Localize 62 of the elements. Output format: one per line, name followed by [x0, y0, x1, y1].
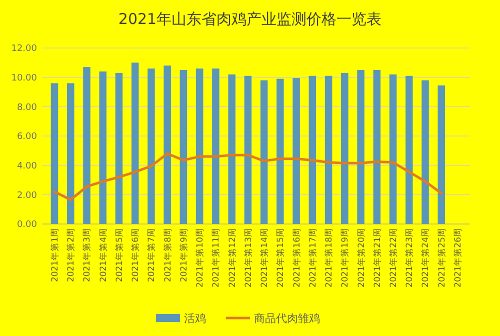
bar [373, 70, 381, 224]
x-tick-label: 2021年第14周 [259, 228, 270, 288]
x-tick-label: 2021年第13周 [242, 228, 254, 288]
x-tick-label: 2021年第11周 [210, 228, 222, 288]
bar [66, 83, 74, 224]
x-tick-label: 2021年第12周 [226, 228, 238, 288]
bar [180, 70, 188, 224]
bar [438, 85, 446, 224]
bar [115, 72, 123, 224]
x-tick-label: 2021年第17周 [307, 228, 318, 288]
x-tick-label: 2021年第3周 [82, 228, 93, 282]
x-tick-label: 2021年第26周 [452, 228, 464, 288]
bar [389, 74, 397, 224]
x-tick-label: 2021年第23周 [404, 228, 416, 288]
x-tick-label: 2021年第19周 [340, 228, 351, 288]
x-tick-label: 2021年第25周 [436, 228, 448, 288]
y-tick-label: 12.00 [11, 44, 38, 54]
bar [196, 68, 204, 224]
x-tick-label: 2021年第9周 [178, 228, 190, 282]
x-tick-label: 2021年第24周 [420, 228, 432, 288]
x-tick-label: 2021年第5周 [114, 228, 125, 282]
legend-label: 活鸡 [184, 312, 206, 325]
x-tick-label: 2021年第1周 [49, 228, 60, 282]
legend-label: 商品代肉雏鸡 [254, 312, 320, 325]
x-tick-label: 2021年第22周 [388, 228, 399, 288]
x-tick-label: 2021年第7周 [146, 228, 158, 282]
bar [341, 72, 348, 224]
bar [228, 74, 236, 224]
x-tick-label: 2021年第15周 [275, 228, 286, 288]
x-tick-label: 2021年第2周 [66, 228, 77, 282]
chart-title: 2021年山东省肉鸡产业监测价格一览表 [118, 10, 382, 28]
bar [324, 76, 332, 224]
x-tick-label: 2021年第8周 [162, 228, 174, 282]
bar [406, 76, 413, 224]
bar [276, 78, 284, 224]
bar [164, 66, 171, 224]
bar [148, 68, 155, 224]
bar [260, 80, 268, 224]
y-tick-label: 10.00 [11, 73, 38, 84]
y-tick-label: 6.00 [16, 132, 38, 142]
x-tick-label: 2021年第21周 [372, 228, 383, 288]
bar [50, 83, 58, 224]
x-tick-label: 2021年第6周 [130, 228, 142, 282]
x-tick-label: 2021年第10周 [194, 228, 206, 288]
bar [422, 80, 429, 224]
y-tick-label: 2.00 [16, 190, 38, 201]
y-tick-label: 4.00 [16, 161, 38, 172]
line-series [53, 152, 443, 202]
bar [99, 71, 106, 224]
bar [212, 68, 220, 224]
bar [308, 76, 316, 224]
y-tick-label: 8.00 [16, 102, 38, 113]
bar [131, 62, 139, 224]
y-tick-label: 0.00 [16, 220, 38, 230]
x-tick-label: 2021年第20周 [356, 228, 367, 288]
bar [244, 76, 252, 224]
bar [292, 78, 300, 224]
x-tick-label: 2021年第16周 [291, 228, 302, 288]
bar [83, 67, 90, 224]
bar [357, 70, 364, 224]
x-tick-label: 2021年第18周 [324, 228, 335, 288]
x-tick-label: 2021年第4周 [98, 228, 109, 282]
